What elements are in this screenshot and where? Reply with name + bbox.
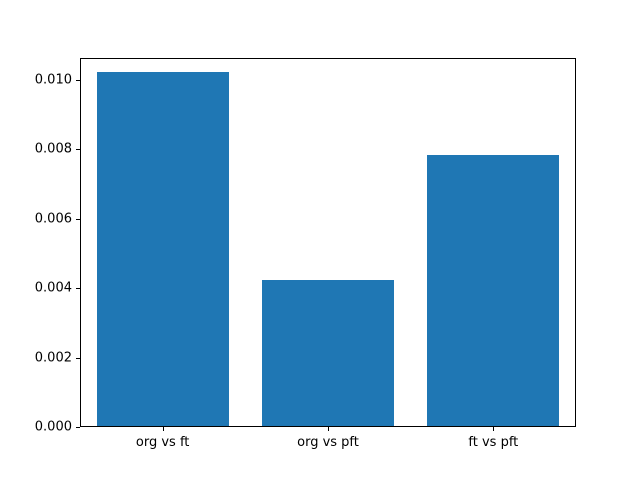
bar-ft-vs-pft — [427, 155, 560, 426]
y-tick-mark — [76, 218, 80, 220]
x-tick-label: ft vs pft — [468, 435, 519, 450]
y-tick-label: 0.010 — [34, 72, 72, 88]
x-tick-mark — [162, 427, 164, 431]
y-tick-mark — [76, 288, 80, 290]
bar-org-vs-pft — [261, 280, 395, 426]
plot-area — [80, 58, 576, 427]
y-tick-label: 0.000 — [34, 419, 72, 435]
x-tick-mark — [328, 427, 329, 431]
y-tick-label: 0.002 — [34, 350, 72, 366]
bar-org-vs-ft — [96, 71, 229, 426]
x-tick-mark — [493, 427, 495, 431]
y-tick-label: 0.008 — [34, 141, 72, 157]
y-tick-mark — [76, 79, 80, 81]
y-tick-label: 0.006 — [34, 211, 72, 227]
y-tick-mark — [76, 427, 80, 428]
y-tick-label: 0.004 — [34, 280, 72, 296]
x-tick-label: org vs ft — [135, 435, 190, 450]
y-tick-mark — [76, 149, 80, 151]
x-tick-label: org vs pft — [297, 435, 359, 450]
y-tick-mark — [76, 357, 80, 359]
